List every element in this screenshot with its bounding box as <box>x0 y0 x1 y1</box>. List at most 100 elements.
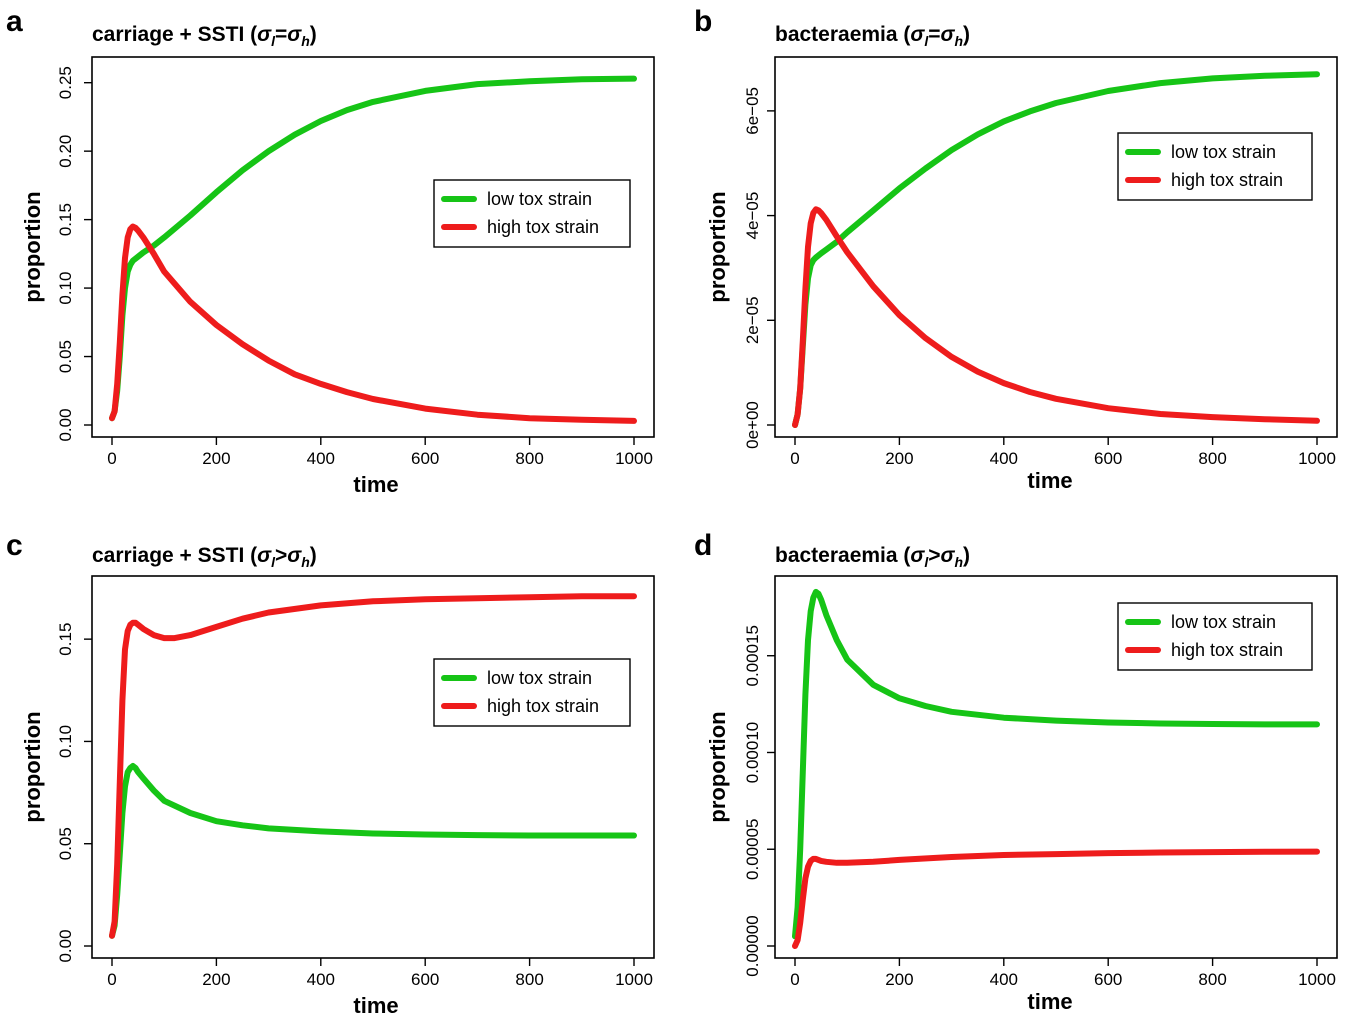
x-axis-label: time <box>1027 468 1072 493</box>
legend-label: high tox strain <box>1171 640 1283 660</box>
legend-box <box>433 658 631 727</box>
title-part: σ <box>257 544 272 567</box>
title-part: = <box>928 23 940 46</box>
y-tick-label: 0.15 <box>56 203 75 236</box>
series-line-high-tox <box>109 593 637 939</box>
legend-label: high tox strain <box>487 217 599 237</box>
x-tick-label: 1000 <box>615 970 653 989</box>
y-tick-label: 0.20 <box>56 135 75 168</box>
panel-letter: c <box>6 529 23 562</box>
x-tick-label: 800 <box>1198 970 1226 989</box>
y-tick-label: 0.15 <box>56 623 75 656</box>
plot-frame <box>91 575 655 959</box>
legend-box <box>1117 132 1313 201</box>
y-tick-label: 6e−05 <box>743 87 762 135</box>
plot-frame <box>774 575 1338 959</box>
title-part: bacteraemia ( <box>775 23 910 46</box>
legend-label: low tox strain <box>1171 142 1276 162</box>
title-part: σ <box>910 544 925 567</box>
y-tick-label: 2e−05 <box>743 296 762 344</box>
legend: low tox strain high tox strain <box>1117 602 1313 671</box>
series-line-high-tox <box>109 223 637 424</box>
y-tick-label: 0.00010 <box>743 722 762 783</box>
title-part: h <box>301 554 310 570</box>
title-part: σ <box>287 544 302 567</box>
title-part: h <box>301 33 310 49</box>
x-tick-label: 800 <box>515 449 543 468</box>
panel-title: bacteraemia (σl=σh) <box>775 23 970 49</box>
x-tick-label: 200 <box>202 449 230 468</box>
x-tick-label: 600 <box>1094 449 1122 468</box>
x-tick-label: 400 <box>990 970 1018 989</box>
title-part: bacteraemia ( <box>775 544 910 567</box>
title-part: h <box>954 554 963 570</box>
y-tick-label: 0.10 <box>56 725 75 758</box>
legend-label: high tox strain <box>1171 170 1283 190</box>
title-part: > <box>275 544 287 567</box>
legend-label: low tox strain <box>487 189 592 209</box>
legend-box <box>433 179 631 248</box>
panel-c: c carriage + SSTI (σl>σh)0 200 400 600 800 100… <box>6 529 655 1016</box>
x-tick-label: 400 <box>307 970 335 989</box>
title-part: ) <box>310 544 317 567</box>
plot-frame <box>774 56 1338 438</box>
panel-b: b bacteraemia (σl=σh)0 200 400 600 800 10000e+… <box>694 5 1338 493</box>
x-tick-label: 200 <box>885 449 913 468</box>
series-line-low-tox <box>109 75 637 422</box>
y-axis-label: proportion <box>705 191 730 302</box>
title-part: carriage + SSTI ( <box>92 544 257 567</box>
y-axis-label: proportion <box>20 711 45 822</box>
title-part: σ <box>287 23 302 46</box>
title-part: σ <box>941 544 956 567</box>
y-tick-label: 0.00005 <box>743 819 762 880</box>
plot-frame <box>91 56 655 438</box>
x-axis-label: time <box>353 472 398 497</box>
panel-letter: b <box>694 5 712 38</box>
title-part: = <box>275 23 287 46</box>
x-tick-label: 400 <box>990 449 1018 468</box>
title-part: σ <box>257 23 272 46</box>
legend-label: low tox strain <box>487 668 592 688</box>
panel-letter: a <box>6 5 23 38</box>
y-tick-label: 0.05 <box>56 340 75 373</box>
x-tick-label: 600 <box>411 970 439 989</box>
y-tick-label: 0.00015 <box>743 625 762 686</box>
legend-label: high tox strain <box>487 696 599 716</box>
panel-a: a carriage + SSTI (σl=σh)0 200 400 600 800 100… <box>6 5 655 497</box>
x-tick-label: 600 <box>1094 970 1122 989</box>
title-part: ) <box>963 23 970 46</box>
y-axis-label: proportion <box>20 191 45 302</box>
x-tick-label: 800 <box>1198 449 1226 468</box>
x-tick-label: 200 <box>885 970 913 989</box>
series-line-low-tox <box>792 71 1320 428</box>
title-part: ) <box>963 544 970 567</box>
y-tick-label: 0.10 <box>56 272 75 305</box>
series-line-low-tox <box>109 763 637 939</box>
title-part: l <box>271 33 276 49</box>
panel-title: carriage + SSTI (σl=σh) <box>92 23 317 49</box>
title-part: carriage + SSTI ( <box>92 23 257 46</box>
y-tick-label: 0.25 <box>56 66 75 99</box>
y-tick-label: 0.00 <box>56 408 75 441</box>
legend: low tox strain high tox strain <box>1117 132 1313 201</box>
x-tick-label: 400 <box>307 449 335 468</box>
panel-letter: d <box>694 529 712 562</box>
x-axis-label: time <box>1027 989 1072 1014</box>
x-tick-label: 0 <box>107 449 116 468</box>
series-line-high-tox <box>792 206 1320 428</box>
title-part: l <box>924 554 929 570</box>
panel-d: d bacteraemia (σl>σh)0 200 400 600 800 10000.0… <box>694 529 1338 1014</box>
x-axis-label: time <box>353 993 398 1016</box>
title-part: > <box>928 544 940 567</box>
y-tick-label: 0e+00 <box>743 401 762 449</box>
legend: low tox strain high tox strain <box>433 179 631 248</box>
x-tick-label: 600 <box>411 449 439 468</box>
legend-label: low tox strain <box>1171 612 1276 632</box>
legend-box <box>1117 602 1313 671</box>
panel-title: bacteraemia (σl>σh) <box>775 544 970 570</box>
y-tick-label: 0.00 <box>56 929 75 962</box>
title-part: ) <box>310 23 317 46</box>
title-part: l <box>924 33 929 49</box>
title-part: σ <box>941 23 956 46</box>
